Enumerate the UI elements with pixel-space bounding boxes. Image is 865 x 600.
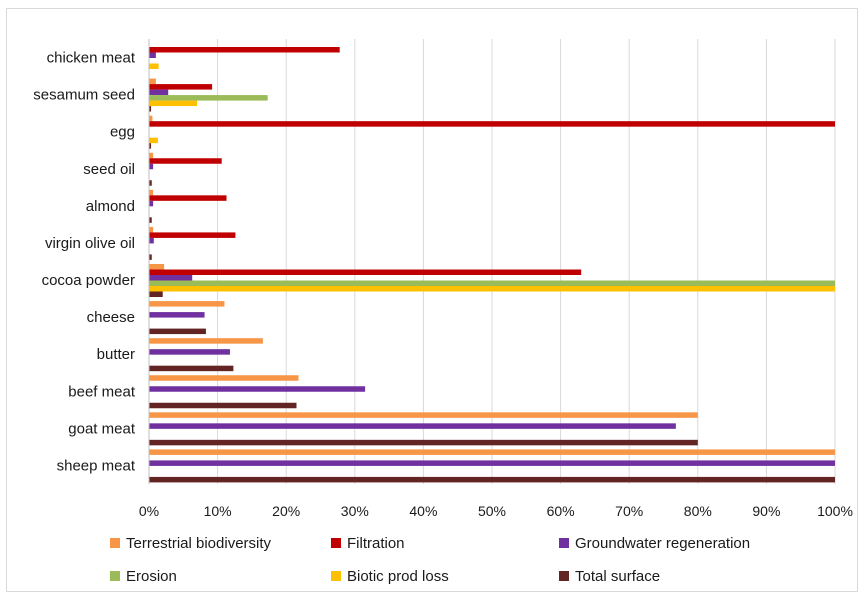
bar-terrestrial-biodiversity-egg (149, 115, 153, 122)
bar-groundwater-regeneration-sheep-meat (149, 460, 835, 466)
bar-total-surface-seed-oil (149, 180, 152, 186)
bar-chart: chicken meat sesamum seed egg seed oil almon… (33, 39, 853, 585)
category-label: cocoa powder (42, 272, 135, 289)
bar-total-surface-beef-meat (149, 402, 297, 409)
bar-groundwater-regeneration-goat-meat (149, 423, 676, 429)
legend-swatch-terrestrial-biodiversity (110, 538, 120, 548)
x-tick-label: 30% (341, 503, 369, 519)
bar-groundwater-regeneration-virgin-olive-oil (149, 237, 154, 244)
x-tick-label: 60% (547, 503, 575, 519)
bar-filtration-seed-oil (149, 158, 222, 164)
bar-groundwater-regeneration-beef-meat (149, 386, 366, 392)
bar-total-surface-egg (149, 143, 152, 149)
bar-terrestrial-biodiversity-cocoa-powder (149, 264, 165, 270)
legend-swatch-filtration (331, 538, 341, 548)
x-tick-label: 50% (478, 503, 506, 519)
bar-groundwater-regeneration-chicken-meat (149, 52, 156, 58)
legend-label-biotic-prod-loss: Biotic prod loss (347, 568, 449, 585)
category-label: virgin olive oil (45, 235, 135, 252)
bar-terrestrial-biodiversity-cheese (149, 301, 225, 307)
x-tick-labels: 0% 10% 20% 30% 40% 50% 60% 70% 80% 90% 100% (139, 503, 853, 519)
bar-terrestrial-biodiversity-almond (149, 189, 154, 196)
bar-filtration-virgin-olive-oil (149, 232, 236, 238)
category-label: egg (110, 124, 135, 141)
legend-label-erosion: Erosion (126, 568, 177, 585)
bar-total-surface-butter (149, 365, 234, 372)
x-tick-label: 80% (684, 503, 712, 519)
x-tick-label: 90% (752, 503, 780, 519)
category-label: butter (97, 346, 135, 363)
legend: Terrestrial biodiversity Filtration Ground… (110, 535, 750, 585)
bar-terrestrial-biodiversity-butter (149, 338, 263, 344)
bar-terrestrial-biodiversity-beef-meat (149, 375, 299, 381)
bar-erosion-sesamum-seed (149, 95, 268, 101)
bar-biotic-prod-loss-chicken-meat (149, 63, 159, 69)
x-tick-label: 100% (817, 503, 853, 519)
x-tick-label: 70% (615, 503, 643, 519)
bar-filtration-egg (149, 121, 835, 127)
bar-filtration-cocoa-powder (149, 269, 582, 275)
legend-label-terrestrial-biodiversity: Terrestrial biodiversity (126, 535, 272, 552)
bar-groundwater-regeneration-almond (149, 200, 154, 207)
bar-filtration-sesamum-seed (149, 84, 213, 90)
category-labels: chicken meat sesamum seed egg seed oil almon… (33, 50, 136, 475)
legend-swatch-biotic-prod-loss (331, 571, 341, 581)
bar-filtration-almond (149, 195, 227, 201)
bar-total-surface-goat-meat (149, 439, 698, 446)
bar-filtration-chicken-meat (149, 47, 340, 53)
bar-total-surface-sesamum-seed (149, 106, 152, 112)
legend-swatch-erosion (110, 571, 120, 581)
legend-label-total-surface: Total surface (575, 568, 660, 585)
category-label: sheep meat (57, 457, 136, 474)
legend-label-filtration: Filtration (347, 535, 405, 552)
bar-groundwater-regeneration-sesamum-seed (149, 89, 169, 96)
bar-groundwater-regeneration-cocoa-powder (149, 275, 193, 281)
bar-biotic-prod-loss-egg (149, 137, 158, 144)
x-tick-label: 10% (204, 503, 232, 519)
bar-erosion-cocoa-powder (149, 280, 835, 286)
x-tick-label: 0% (139, 503, 159, 519)
bar-biotic-prod-loss-sesamum-seed (149, 100, 198, 107)
bar-total-surface-virgin-olive-oil (149, 254, 152, 260)
category-label: almond (86, 198, 135, 215)
category-label: chicken meat (47, 50, 136, 67)
bar-total-surface-sheep-meat (149, 476, 835, 483)
bar-terrestrial-biodiversity-sesamum-seed (149, 78, 156, 85)
bar-groundwater-regeneration-cheese (149, 312, 205, 318)
bar-total-surface-cheese (149, 328, 206, 335)
legend-swatch-groundwater-regeneration (559, 538, 569, 548)
legend-label-groundwater-regeneration: Groundwater regeneration (575, 535, 750, 552)
legend-swatch-total-surface (559, 571, 569, 581)
bar-terrestrial-biodiversity-seed-oil (149, 152, 154, 159)
gridlines (217, 39, 836, 484)
bar-groundwater-regeneration-seed-oil (149, 163, 154, 170)
bar-biotic-prod-loss-cocoa-powder (149, 286, 835, 292)
category-label: seed oil (83, 161, 135, 178)
bar-terrestrial-biodiversity-sheep-meat (149, 449, 835, 455)
bar-total-surface-almond (149, 217, 152, 223)
category-label: goat meat (68, 420, 136, 437)
x-tick-label: 20% (272, 503, 300, 519)
bar-terrestrial-biodiversity-goat-meat (149, 412, 698, 418)
chart-frame: chicken meat sesamum seed egg seed oil almon… (6, 8, 858, 592)
category-label: sesamum seed (33, 87, 135, 104)
bar-total-surface-cocoa-powder (149, 291, 163, 297)
bar-groundwater-regeneration-butter (149, 349, 230, 355)
bars (149, 47, 835, 483)
x-tick-label: 40% (409, 503, 437, 519)
bar-terrestrial-biodiversity-virgin-olive-oil (149, 226, 154, 233)
category-label: cheese (87, 309, 135, 326)
category-label: beef meat (68, 383, 136, 400)
